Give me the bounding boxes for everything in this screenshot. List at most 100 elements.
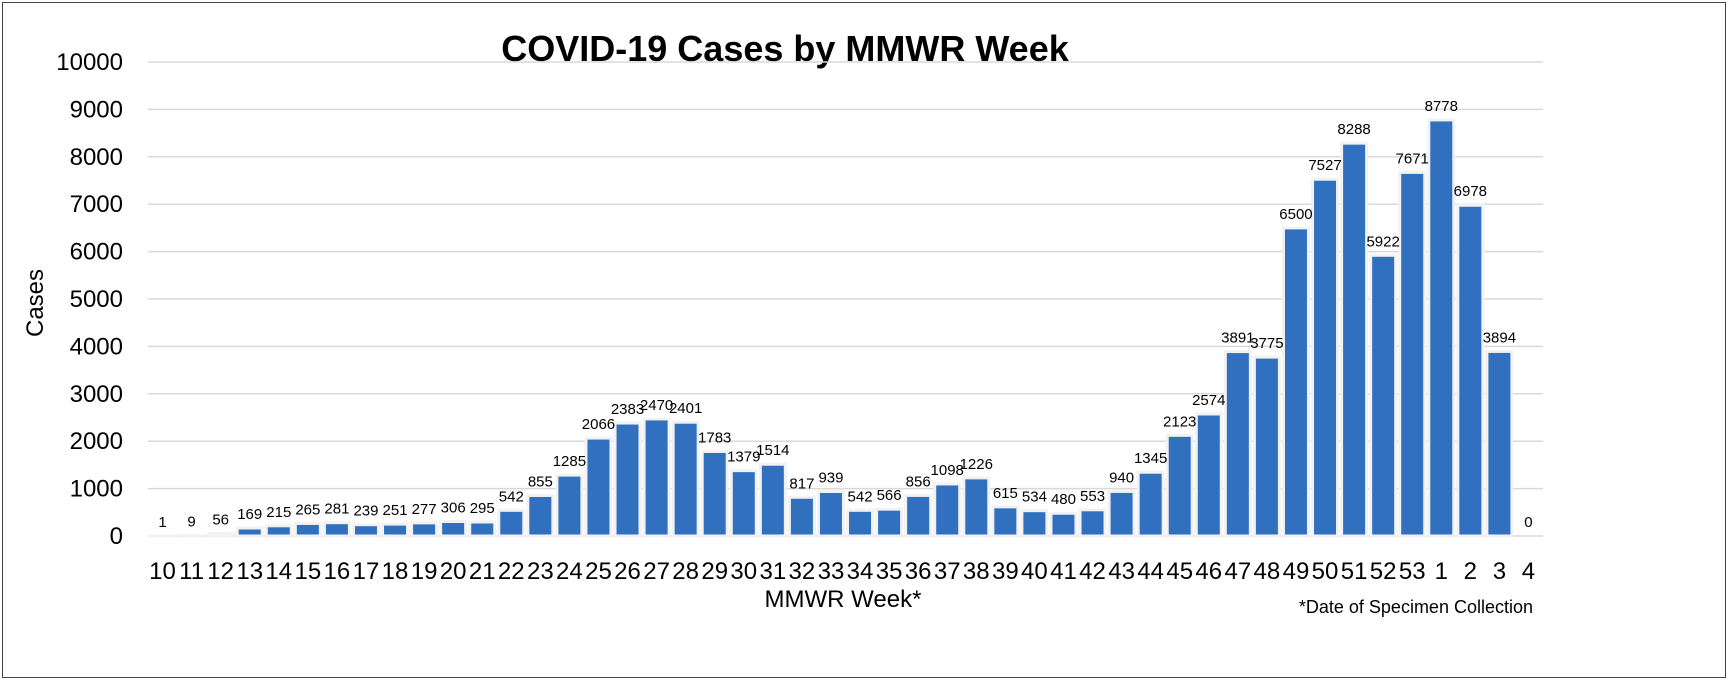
data-label: 6500 bbox=[1279, 206, 1312, 223]
data-label: 1783 bbox=[698, 429, 731, 446]
x-tick-label: 24 bbox=[556, 558, 583, 585]
data-label: 295 bbox=[470, 500, 495, 517]
y-tick-label: 10000 bbox=[56, 49, 123, 76]
data-label: 3891 bbox=[1221, 330, 1254, 347]
data-label: 9 bbox=[187, 514, 195, 531]
bar-week-13 bbox=[235, 526, 264, 538]
x-tick-label: 35 bbox=[876, 558, 903, 585]
bar-week-21 bbox=[468, 520, 497, 538]
data-label: 169 bbox=[237, 506, 262, 523]
bar-week-32 bbox=[787, 495, 816, 538]
x-tick-label: 10 bbox=[149, 558, 176, 585]
data-label: 277 bbox=[412, 501, 437, 518]
data-label: 2066 bbox=[582, 416, 615, 433]
data-label: 1345 bbox=[1134, 450, 1167, 467]
x-tick-label: 41 bbox=[1050, 558, 1077, 585]
x-tick-label: 27 bbox=[643, 558, 670, 585]
y-axis-title: Cases bbox=[22, 269, 49, 337]
data-label: 2574 bbox=[1192, 392, 1225, 409]
bar-week-46 bbox=[1194, 412, 1223, 538]
data-label: 553 bbox=[1080, 488, 1105, 505]
x-tick-label: 31 bbox=[759, 558, 786, 585]
x-tick-label: 40 bbox=[1021, 558, 1048, 585]
x-tick-label: 25 bbox=[585, 558, 612, 585]
data-label: 8778 bbox=[1425, 98, 1458, 115]
x-tick-label: 12 bbox=[207, 558, 234, 585]
x-tick-label: 30 bbox=[730, 558, 757, 585]
x-tick-label: 49 bbox=[1283, 558, 1310, 585]
x-tick-label: 37 bbox=[934, 558, 961, 585]
x-tick-label: 28 bbox=[672, 558, 699, 585]
data-label: 2401 bbox=[669, 400, 702, 417]
bar-week-40 bbox=[1020, 509, 1049, 538]
data-label: 542 bbox=[499, 488, 524, 505]
y-tick-label: 9000 bbox=[70, 96, 123, 123]
bar-week-15 bbox=[293, 521, 322, 538]
bar-week-47 bbox=[1223, 350, 1252, 538]
bar-week-2 bbox=[1456, 203, 1485, 538]
x-tick-label: 23 bbox=[527, 558, 554, 585]
data-label: 56 bbox=[212, 511, 229, 528]
data-label: 1285 bbox=[553, 453, 586, 470]
x-tick-label: 17 bbox=[353, 558, 380, 585]
x-tick-label: 47 bbox=[1224, 558, 1251, 585]
data-label: 2470 bbox=[640, 397, 673, 414]
bar-week-38 bbox=[962, 476, 991, 538]
bar-week-12 bbox=[206, 531, 235, 538]
x-tick-label: 21 bbox=[469, 558, 496, 585]
bar-week-42 bbox=[1078, 508, 1107, 538]
bar-week-49 bbox=[1281, 226, 1310, 538]
data-label: 480 bbox=[1051, 491, 1076, 508]
bar-week-25 bbox=[584, 436, 613, 538]
x-tick-label: 53 bbox=[1399, 558, 1426, 585]
bar-week-37 bbox=[933, 482, 962, 538]
x-tick-label: 52 bbox=[1370, 558, 1397, 585]
bar-week-39 bbox=[991, 505, 1020, 538]
data-label: 3775 bbox=[1250, 335, 1283, 352]
bar-week-36 bbox=[904, 493, 933, 538]
data-label: 1226 bbox=[960, 456, 993, 473]
bar-week-51 bbox=[1340, 141, 1369, 538]
data-label: 3894 bbox=[1483, 329, 1516, 346]
data-label: 856 bbox=[906, 473, 931, 490]
x-tick-label: 39 bbox=[992, 558, 1019, 585]
y-tick-label: 4000 bbox=[70, 333, 123, 360]
data-label: 8288 bbox=[1337, 121, 1370, 138]
y-tick-label: 5000 bbox=[70, 286, 123, 313]
x-tick-label: 26 bbox=[614, 558, 641, 585]
bar-week-22 bbox=[497, 508, 526, 538]
data-label: 265 bbox=[295, 501, 320, 518]
data-label: 817 bbox=[789, 475, 814, 492]
x-tick-label: 13 bbox=[236, 558, 263, 585]
x-axis-title: MMWR Week* bbox=[765, 586, 922, 613]
data-labels: 1 9 56 169 215 265 281 239 251 277 306 295542855128… bbox=[158, 98, 1532, 531]
bar-week-17 bbox=[351, 523, 380, 538]
bar-week-41 bbox=[1049, 511, 1078, 538]
x-tick-label: 38 bbox=[963, 558, 990, 585]
bar-week-3 bbox=[1485, 349, 1514, 538]
x-tick-label: 43 bbox=[1108, 558, 1135, 585]
x-tick-label: 44 bbox=[1137, 558, 1164, 585]
x-tick-label: 22 bbox=[498, 558, 525, 585]
x-tick-label: 3 bbox=[1493, 558, 1506, 585]
bar-week-43 bbox=[1107, 489, 1136, 538]
data-label: 0 bbox=[1524, 514, 1532, 531]
data-label: 281 bbox=[324, 501, 349, 518]
y-tick-label: 6000 bbox=[70, 239, 123, 266]
data-label: 7527 bbox=[1308, 157, 1341, 174]
y-tick-label: 1000 bbox=[70, 476, 123, 503]
x-tick-label: 4 bbox=[1522, 558, 1535, 585]
bar-week-1 bbox=[1427, 118, 1456, 538]
bars bbox=[148, 118, 1514, 538]
bar-week-30 bbox=[729, 469, 758, 538]
data-label: 615 bbox=[993, 485, 1018, 502]
data-label: 2123 bbox=[1163, 413, 1196, 430]
x-axis-ticks: 10 11 12 13 14 15 16 17 18 19 20 21 22 23 24 25 26 27 28 29… bbox=[149, 558, 1535, 585]
x-tick-label: 50 bbox=[1312, 558, 1339, 585]
data-label: 215 bbox=[266, 504, 291, 521]
x-tick-label: 33 bbox=[818, 558, 845, 585]
data-label: 1098 bbox=[931, 462, 964, 479]
bar-week-45 bbox=[1165, 433, 1194, 538]
data-label: 566 bbox=[877, 487, 902, 504]
data-label: 1 bbox=[158, 514, 166, 531]
